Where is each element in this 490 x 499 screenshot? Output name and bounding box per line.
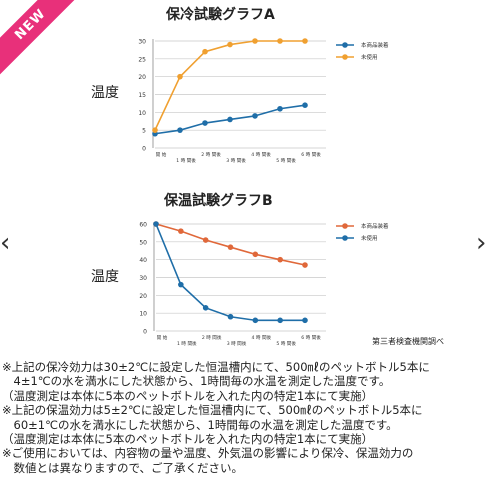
chart-b-legend-marker (342, 223, 348, 229)
source-note: 第三者検査機関調べ (372, 337, 444, 346)
chart-b-plot: 0 10 20 30 40 50 60 開 始 1 時 間後 2 時 間後 3 時 間後 4 時 間後… (139, 221, 389, 347)
chart-a-ytick-label: 10 (138, 110, 146, 117)
chart-b-data-point (277, 256, 283, 263)
chart-a-ytick-label: 0 (142, 146, 146, 153)
chart-a-legend-marker (342, 42, 348, 48)
chart-b-ytick-label: 60 (139, 222, 147, 229)
chart-b-data-point (277, 317, 283, 324)
chart-b-xtick-label: 1 時 間後 (177, 340, 197, 347)
chart-b-data-point (202, 305, 209, 311)
chart-b-ytick-label: 20 (139, 293, 147, 300)
chart-b-xtick-label: 6 時 間後 (301, 334, 321, 341)
chart-a-xtick-label: 6 時 間後 (301, 151, 321, 158)
chart-a-data-point (202, 48, 208, 55)
chart-b-legend-label: 本商品装着 (361, 222, 389, 230)
chart-b-data-point (227, 244, 234, 250)
note-line: （温度測定は本体に5本のペットボトルを入れた内の特定1本にて実施） (2, 432, 374, 447)
chevron-right-icon: › (476, 228, 487, 258)
chart-b-xtick-label: 3 時 間後 (227, 340, 247, 347)
chart-a-ylabel: 温度 (91, 85, 119, 101)
chart-a-plot: 0 5 10 15 20 25 30 開 始 1 時 間後 2 時 間後 3 時 間後 4 時 間後 5… (138, 38, 389, 164)
note-line: 数値とは異なりますので、ご了承ください。 (2, 460, 244, 475)
chart-a-xtick-label: 開 始 (156, 151, 167, 158)
chart-b-xtick-label: 4 時 間後 (252, 334, 272, 341)
chart-a-data-point (202, 120, 208, 126)
chart-a-data-point (252, 38, 258, 44)
chart-a-title: 保冷試験グラフA (166, 7, 275, 23)
note-line: ※上記の保冷効力は30±2℃に設定した恒温槽内にて、500㎖のペットボトル5本に (2, 360, 430, 374)
chart-a-data-point (302, 38, 308, 44)
chart-a-data-point (277, 38, 283, 44)
note-line: 60±1℃の水を満水にした状態から、1時間毎の水温を測定した温度です。 (2, 417, 398, 432)
chart-a-ytick-label: 5 (142, 128, 146, 135)
chevron-left-icon: ‹ (0, 228, 11, 258)
chart-b-legend-marker (342, 235, 348, 241)
chart-a-data-point (177, 127, 183, 133)
notes: ※上記の保冷効力は30±2℃に設定した恒温槽内にて、500㎖のペットボトル5本に… (2, 360, 488, 475)
chart-b-xtick-label: 2 時 間後 (202, 334, 222, 341)
chart-b-xtick-label: 5 時 間後 (276, 340, 296, 347)
chart-b-data-point (202, 237, 209, 243)
note-line: ※上記の保温効力は5±2℃に設定した恒温槽内にて、500㎖のペットボトル5本に (2, 403, 423, 418)
chart-b-data-point (227, 313, 234, 320)
chart-a-legend-marker (342, 54, 348, 60)
chart-b-data-point (252, 251, 259, 258)
chart-a-data-point (227, 41, 233, 48)
chart-b-ytick-label: 50 (139, 239, 147, 246)
chart-b-series-line (155, 223, 305, 322)
chart-a-ytick-label: 25 (138, 56, 146, 63)
chart-b-ylabel: 温度 (91, 269, 119, 285)
chart-b-data-point (302, 262, 308, 268)
note-line: （温度測定は本体に5本のペットボトルを入れた内の特定1本にて実施） (2, 388, 374, 403)
chart-b-data-point (153, 221, 159, 227)
chart-b-legend-label: 未使用 (361, 234, 378, 242)
chart-a-ytick-label: 30 (138, 39, 146, 46)
chart-a-data-point (252, 113, 258, 119)
chart-a-data-point (302, 102, 308, 108)
note-line: 4±1℃の水を満水にした状態から、1時間毎の水温を測定した温度です。 (2, 374, 391, 389)
chart-a-data-point (277, 105, 283, 112)
chart-b-ytick-label: 40 (139, 257, 147, 264)
chart-a-data-point (227, 116, 233, 123)
chart-b-ytick-label: 10 (139, 311, 147, 318)
chart-a-ytick-label: 20 (138, 74, 146, 81)
chart-a-ytick-label: 15 (138, 92, 146, 99)
chart-a-data-point (177, 73, 183, 80)
chart-a-xtick-label: 2 時 間後 (201, 151, 221, 158)
chart-b-xtick-label: 開 始 (157, 334, 168, 341)
chart-a-legend-label: 本商品装着 (361, 41, 389, 49)
prev-slide-button[interactable]: ‹ (0, 230, 10, 256)
chart-b-data-point (252, 317, 259, 324)
chart-a-xtick-label: 3 時 間後 (226, 157, 246, 164)
chart-b-data-point (178, 228, 184, 234)
chart-a-legend-label: 未使用 (361, 53, 378, 61)
chart-b-ytick-label: 30 (139, 275, 147, 282)
chart-a-xtick-label: 5 時 間後 (276, 157, 296, 164)
chart-b-data-point (178, 281, 184, 288)
chart-a-xtick-label: 4 時 間後 (251, 151, 271, 158)
chart-b-data-point (302, 317, 308, 324)
chart-a-xtick-label: 1 時 間後 (176, 157, 196, 164)
note-line: ※ご使用においては、内容物の量や温度、外気温の影響により保冷、保温効力の (2, 446, 414, 461)
chart-b-title: 保温試験グラフB (164, 193, 273, 209)
chart-b-ytick-label: 0 (143, 329, 147, 336)
chart-a-data-point (152, 127, 158, 133)
next-slide-button[interactable]: › (476, 230, 486, 256)
